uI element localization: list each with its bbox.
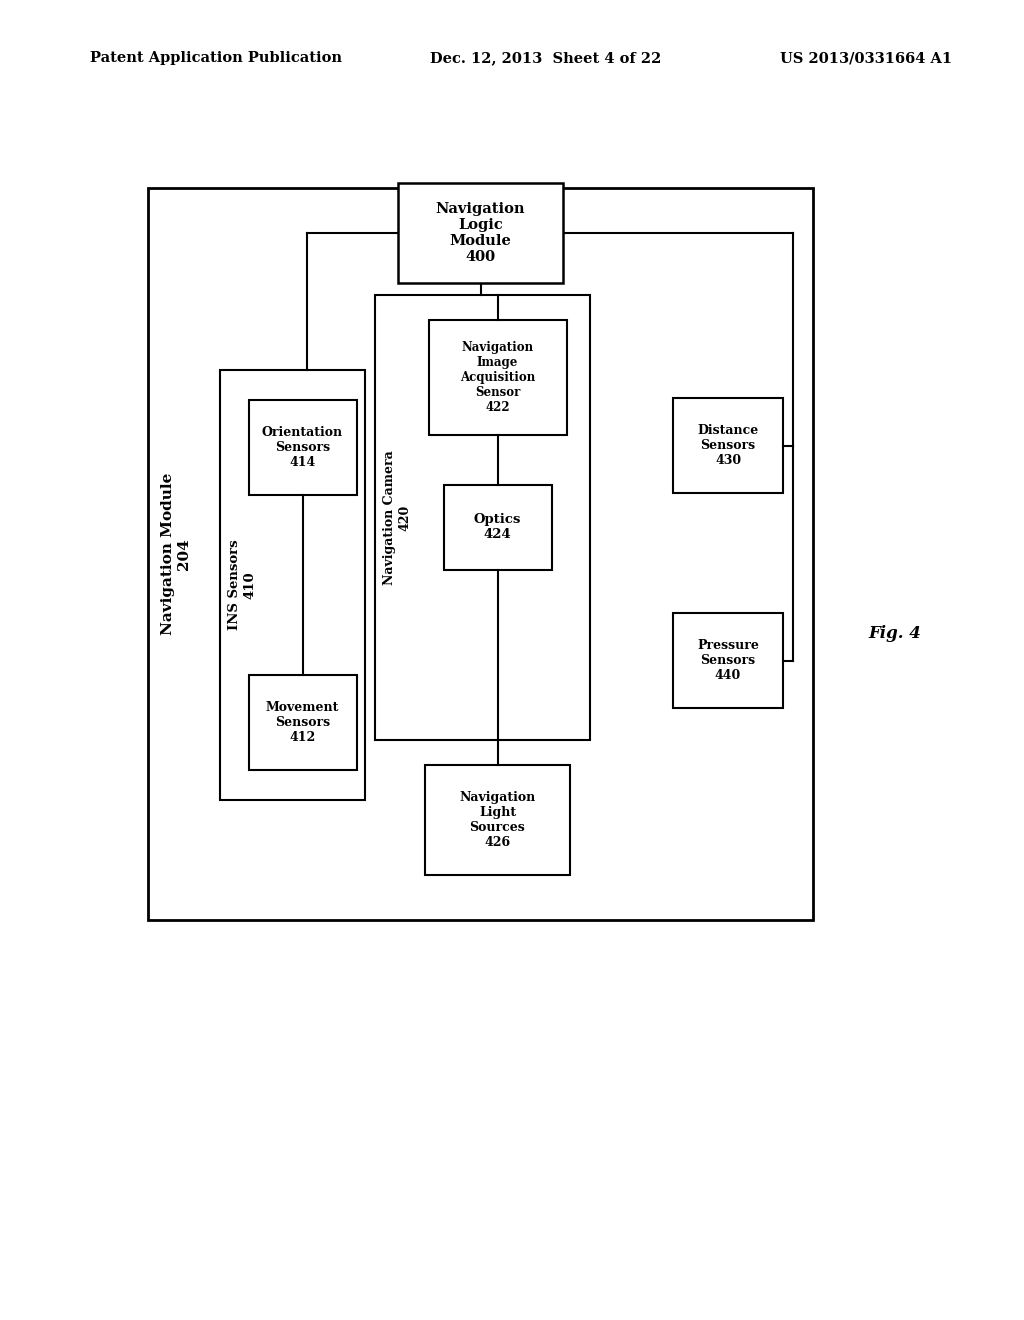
Bar <box>398 183 563 282</box>
Bar <box>148 187 813 920</box>
Bar <box>375 294 590 741</box>
Bar <box>249 400 356 495</box>
Bar <box>249 675 356 770</box>
Text: Navigation
Image
Acquisition
Sensor
422: Navigation Image Acquisition Sensor 422 <box>460 341 536 414</box>
Bar <box>673 399 783 492</box>
Bar <box>220 370 365 800</box>
Bar <box>425 766 570 875</box>
Text: Fig. 4: Fig. 4 <box>868 626 921 643</box>
Text: Patent Application Publication: Patent Application Publication <box>90 51 342 65</box>
Text: Navigation
Logic
Module
400: Navigation Logic Module 400 <box>436 202 525 264</box>
Text: Orientation
Sensors
414: Orientation Sensors 414 <box>262 426 343 469</box>
Text: Navigation Camera
420: Navigation Camera 420 <box>383 450 411 585</box>
Bar <box>673 612 783 708</box>
Text: Navigation Module
204: Navigation Module 204 <box>161 473 191 635</box>
Text: Distance
Sensors
430: Distance Sensors 430 <box>697 424 759 467</box>
Text: INS Sensors
410: INS Sensors 410 <box>228 540 256 631</box>
Text: Navigation
Light
Sources
426: Navigation Light Sources 426 <box>460 791 536 849</box>
Text: US 2013/0331664 A1: US 2013/0331664 A1 <box>780 51 952 65</box>
Text: Pressure
Sensors
440: Pressure Sensors 440 <box>697 639 759 682</box>
Text: Dec. 12, 2013  Sheet 4 of 22: Dec. 12, 2013 Sheet 4 of 22 <box>430 51 662 65</box>
Text: Movement
Sensors
412: Movement Sensors 412 <box>266 701 339 744</box>
Bar <box>428 319 566 436</box>
Text: Optics
424: Optics 424 <box>474 513 521 541</box>
Bar <box>443 484 552 570</box>
